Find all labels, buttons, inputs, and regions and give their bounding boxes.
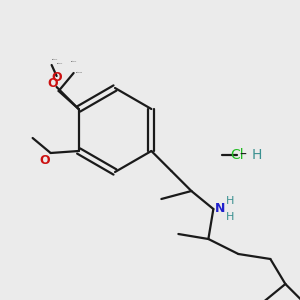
Text: methoxy: methoxy xyxy=(52,59,58,60)
Text: H: H xyxy=(226,196,235,206)
Text: O: O xyxy=(39,154,50,167)
Text: H: H xyxy=(252,148,262,162)
Text: O: O xyxy=(51,71,62,84)
Text: methoxy: methoxy xyxy=(57,63,63,64)
Text: Cl: Cl xyxy=(230,148,244,162)
Text: methoxy2: methoxy2 xyxy=(76,71,83,73)
Text: methoxy: methoxy xyxy=(70,61,77,62)
Text: H: H xyxy=(226,212,235,222)
Text: O: O xyxy=(47,77,58,90)
Text: N: N xyxy=(215,202,226,214)
Text: –: – xyxy=(240,148,246,162)
